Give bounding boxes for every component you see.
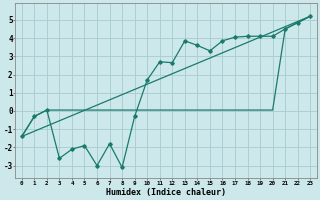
X-axis label: Humidex (Indice chaleur): Humidex (Indice chaleur) — [106, 188, 226, 197]
